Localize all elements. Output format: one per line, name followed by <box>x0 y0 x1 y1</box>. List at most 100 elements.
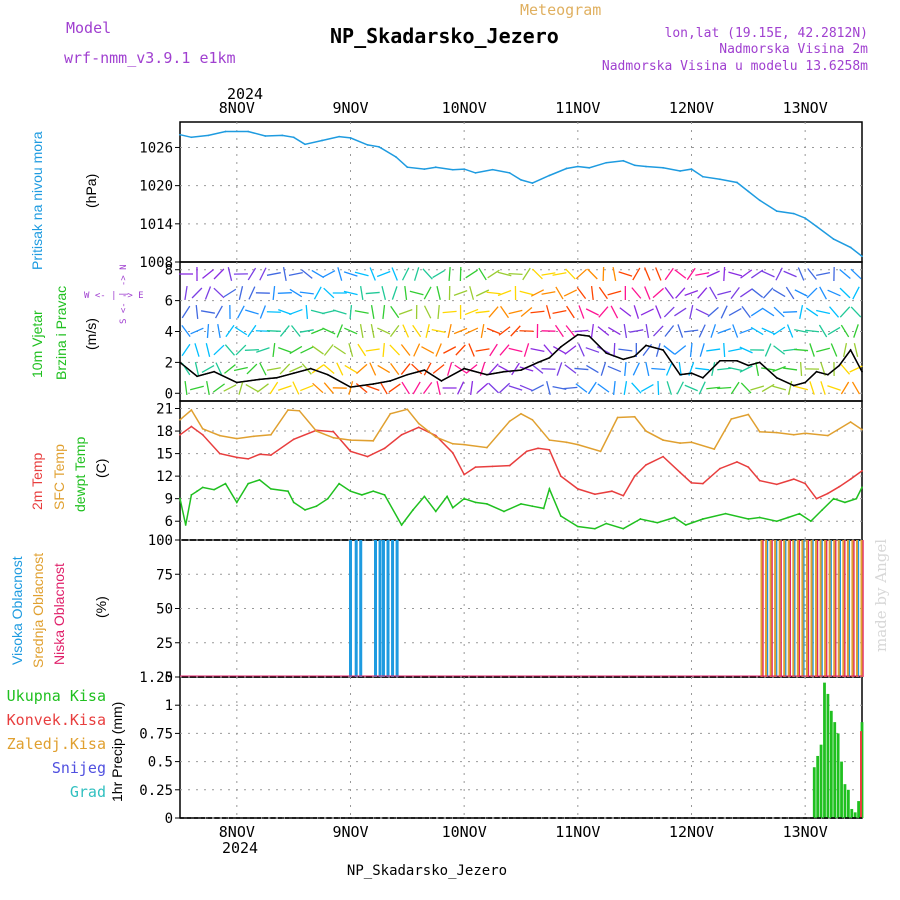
wind-arrow <box>612 266 617 282</box>
wind-arrow <box>553 346 566 354</box>
wind-arrow <box>225 324 235 338</box>
wind-arrow <box>323 287 335 299</box>
wind-arrow <box>587 381 597 395</box>
wind-arrow <box>676 381 684 395</box>
wind-arrow <box>530 348 545 352</box>
data-point <box>559 515 562 517</box>
data-point <box>775 483 778 486</box>
wind-arrow <box>382 304 386 320</box>
data-point <box>179 433 181 436</box>
data-point <box>605 161 608 164</box>
data-point <box>645 430 647 432</box>
data-point <box>179 133 181 136</box>
wind-arrow <box>675 287 686 299</box>
wind-arrow <box>794 385 809 391</box>
wind-arrow <box>751 288 764 298</box>
wind-arrow <box>695 272 710 276</box>
data-point <box>576 525 579 528</box>
y-tick-label: 0.5 <box>148 755 173 771</box>
precip-bar <box>853 812 857 818</box>
wind-arrow <box>205 343 211 357</box>
wind-arrow <box>311 345 324 355</box>
wind-arrow <box>794 328 809 334</box>
wind-arrow <box>655 267 662 281</box>
wind-arrow <box>398 309 413 315</box>
wind-arrow <box>772 288 786 298</box>
wind-arrow <box>390 362 400 376</box>
wind-arrow <box>565 325 576 337</box>
wind-arrow <box>623 380 628 396</box>
wind-arrow <box>728 366 743 372</box>
data-point <box>508 172 511 174</box>
wind-arrow <box>247 267 257 281</box>
wind-arrow <box>653 325 664 337</box>
data-point <box>372 490 375 493</box>
wind-arrow <box>532 268 543 280</box>
wind-arrow <box>519 290 534 296</box>
day-label-top: 8NOV <box>219 99 255 117</box>
cloud-bar-low <box>789 540 791 677</box>
wind-arrow <box>598 286 608 300</box>
wind-arrow <box>816 271 831 277</box>
y-tick-label: 0.25 <box>139 783 173 799</box>
data-point <box>599 450 602 453</box>
wind-arrow <box>508 347 523 353</box>
wind-arrow <box>370 324 375 338</box>
data-point <box>292 501 295 504</box>
wind-arrow <box>510 325 521 337</box>
day-label-bottom: 11NOV <box>555 823 600 841</box>
wind-arrow <box>664 267 674 281</box>
data-point <box>491 465 494 468</box>
wind-arrow <box>607 365 622 373</box>
wind-arrow <box>217 323 221 339</box>
wind-arrow <box>623 323 628 339</box>
wind-arrow <box>674 307 687 317</box>
wind-arrow <box>678 361 682 377</box>
wind-arrow <box>300 269 313 279</box>
data-point <box>815 225 818 228</box>
data-point <box>292 438 295 441</box>
wind-arrow <box>365 384 380 392</box>
y-tick-label: 1.25 <box>139 670 173 686</box>
data-point <box>855 497 858 500</box>
wind-arrow <box>437 304 440 320</box>
wind-arrow <box>552 272 567 276</box>
data-point <box>662 166 664 169</box>
data-point <box>747 413 750 416</box>
wind-arrow <box>597 326 610 336</box>
wind-arrow <box>381 286 387 300</box>
wind-arrow <box>442 310 457 314</box>
data-point <box>605 522 608 525</box>
wind-arrow <box>706 348 721 352</box>
wind-arrow <box>213 287 225 299</box>
y-tick-label: 0 <box>165 811 173 827</box>
wind-arrow <box>698 324 706 338</box>
data-point <box>832 497 835 500</box>
wind-arrow <box>578 305 585 319</box>
cloud-bar <box>855 540 859 677</box>
precip-legend-item: Ukupna Kisa <box>7 687 106 705</box>
series-line-sfc-temp <box>179 408 863 453</box>
data-point <box>792 212 795 215</box>
wind-arrow <box>717 290 732 296</box>
wind-arrow <box>541 272 556 276</box>
pressure-unit: (hPa) <box>83 174 99 208</box>
wind-arrow <box>388 383 401 393</box>
data-point <box>690 441 693 444</box>
wind-arrow <box>227 267 233 281</box>
data-point <box>304 509 306 511</box>
data-point <box>798 512 801 515</box>
y-tick-label: 1008 <box>139 255 173 271</box>
data-point <box>792 478 795 481</box>
y-tick-label: 1026 <box>139 140 173 156</box>
wind-arrow <box>489 343 498 357</box>
wind-arrow <box>723 342 726 358</box>
wind-arrow <box>194 343 200 357</box>
data-point <box>207 134 210 137</box>
data-point <box>292 136 295 139</box>
wind-arrow <box>612 380 616 396</box>
data-point <box>474 466 477 469</box>
wind-arrow <box>238 381 244 395</box>
wind-arrow <box>190 385 204 391</box>
